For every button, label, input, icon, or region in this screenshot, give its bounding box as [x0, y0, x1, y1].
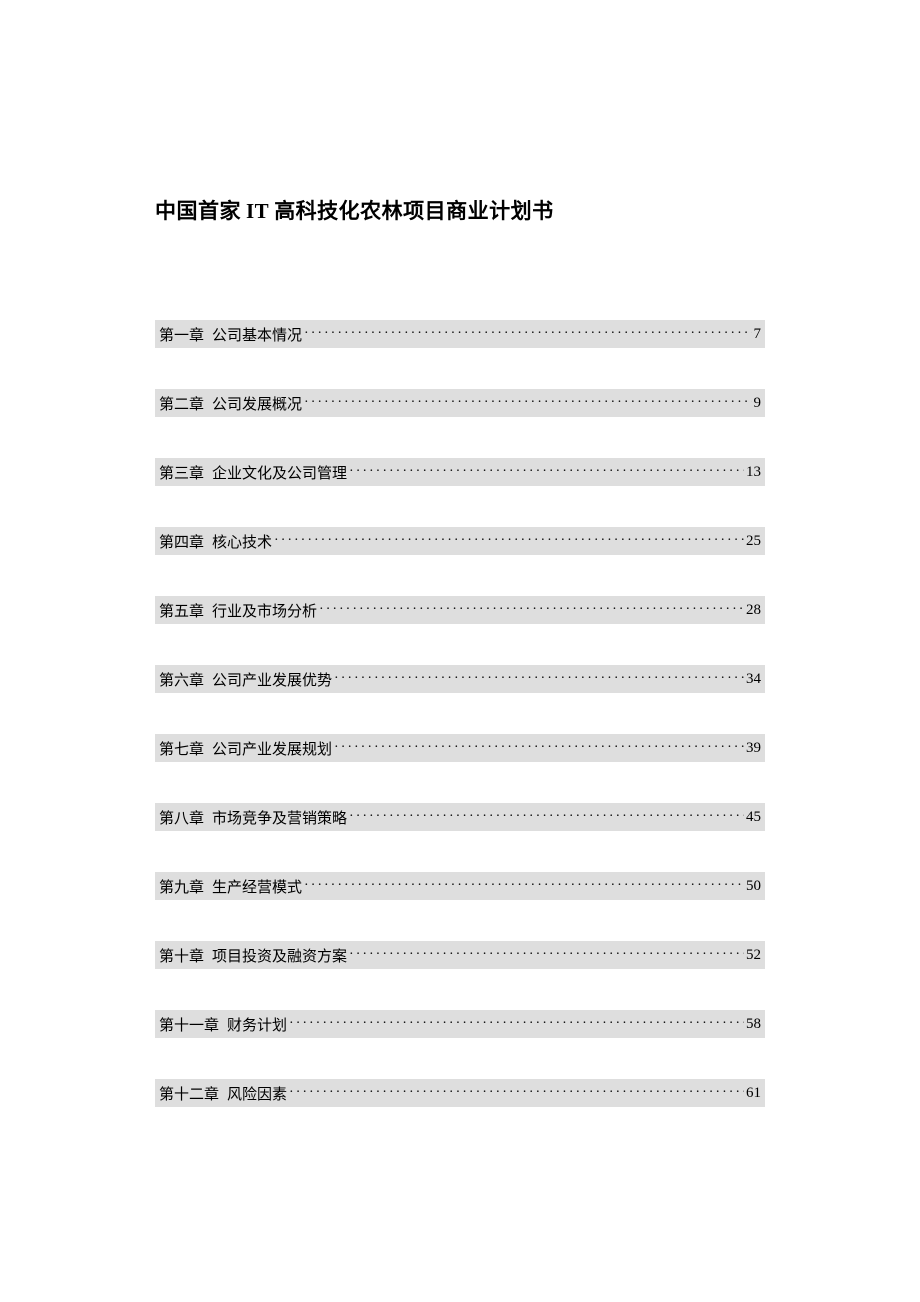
toc-entry: 第十章 项目投资及融资方案 ··························… — [155, 941, 765, 969]
toc-entry: 第十二章 风险因素 ······························… — [155, 1079, 765, 1107]
toc-leader-dots: ········································… — [332, 740, 744, 756]
toc-leader-dots: ········································… — [302, 878, 744, 894]
toc-chapter-name: 行业及市场分析 — [212, 600, 317, 621]
toc-chapter-name: 核心技术 — [212, 531, 272, 552]
toc-page-number: 58 — [744, 1016, 761, 1033]
toc-chapter-name: 企业文化及公司管理 — [212, 462, 347, 483]
toc-chapter-label: 第十一章 — [159, 1014, 219, 1035]
toc-entry: 第一章 公司基本情况 ·····························… — [155, 320, 765, 348]
toc-entry: 第三章 企业文化及公司管理 ··························… — [155, 458, 765, 486]
page-content: 中国首家IT高科技化农林项目商业计划书 第一章 公司基本情况 ·········… — [0, 0, 920, 1107]
title-it: IT — [246, 199, 269, 223]
toc-chapter-label: 第十二章 — [159, 1083, 219, 1104]
toc-chapter-label: 第五章 — [159, 600, 204, 621]
table-of-contents: 第一章 公司基本情况 ·····························… — [155, 320, 765, 1107]
toc-leader-dots: ········································… — [317, 602, 744, 618]
toc-chapter-label: 第六章 — [159, 669, 204, 690]
toc-chapter-name: 风险因素 — [227, 1083, 287, 1104]
toc-leader-dots: ········································… — [347, 464, 744, 480]
toc-chapter-name: 公司基本情况 — [212, 324, 302, 345]
toc-chapter-label: 第十章 — [159, 945, 204, 966]
toc-chapter-name: 公司产业发展优势 — [212, 669, 332, 690]
toc-page-number: 9 — [752, 395, 762, 412]
toc-page-number: 28 — [744, 602, 761, 619]
toc-page-number: 25 — [744, 533, 761, 550]
toc-chapter-name: 公司发展概况 — [212, 393, 302, 414]
toc-chapter-label: 第一章 — [159, 324, 204, 345]
toc-page-number: 61 — [744, 1085, 761, 1102]
toc-chapter-name: 市场竞争及营销策略 — [212, 807, 347, 828]
toc-entry: 第七章 公司产业发展规划 ···························… — [155, 734, 765, 762]
toc-chapter-label: 第九章 — [159, 876, 204, 897]
toc-entry: 第二章 公司发展概况 ·····························… — [155, 389, 765, 417]
toc-chapter-label: 第八章 — [159, 807, 204, 828]
toc-page-number: 7 — [752, 326, 762, 343]
toc-entry: 第八章 市场竞争及营销策略 ··························… — [155, 803, 765, 831]
toc-entry: 第十一章 财务计划 ······························… — [155, 1010, 765, 1038]
toc-page-number: 52 — [744, 947, 761, 964]
toc-entry: 第五章 行业及市场分析 ····························… — [155, 596, 765, 624]
toc-leader-dots: ········································… — [347, 947, 744, 963]
toc-leader-dots: ········································… — [347, 809, 744, 825]
toc-chapter-name: 公司产业发展规划 — [212, 738, 332, 759]
toc-leader-dots: ········································… — [302, 326, 751, 342]
toc-entry: 第四章 核心技术 ·······························… — [155, 527, 765, 555]
toc-entry: 第六章 公司产业发展优势 ···························… — [155, 665, 765, 693]
toc-entry: 第九章 生产经营模式 ·····························… — [155, 872, 765, 900]
toc-leader-dots: ········································… — [272, 533, 744, 549]
toc-chapter-label: 第七章 — [159, 738, 204, 759]
title-suffix: 高科技化农林项目商业计划书 — [274, 199, 554, 223]
toc-leader-dots: ········································… — [332, 671, 744, 687]
toc-chapter-label: 第二章 — [159, 393, 204, 414]
toc-page-number: 50 — [744, 878, 761, 895]
toc-leader-dots: ········································… — [287, 1085, 744, 1101]
toc-page-number: 13 — [744, 464, 761, 481]
document-title: 中国首家IT高科技化农林项目商业计划书 — [155, 195, 765, 225]
toc-chapter-name: 财务计划 — [227, 1014, 287, 1035]
toc-page-number: 34 — [744, 671, 761, 688]
toc-chapter-name: 生产经营模式 — [212, 876, 302, 897]
toc-leader-dots: ········································… — [287, 1016, 744, 1032]
title-prefix: 中国首家 — [155, 199, 241, 223]
toc-page-number: 45 — [744, 809, 761, 826]
toc-chapter-label: 第三章 — [159, 462, 204, 483]
toc-page-number: 39 — [744, 740, 761, 757]
toc-leader-dots: ········································… — [302, 395, 751, 411]
toc-chapter-label: 第四章 — [159, 531, 204, 552]
toc-chapter-name: 项目投资及融资方案 — [212, 945, 347, 966]
